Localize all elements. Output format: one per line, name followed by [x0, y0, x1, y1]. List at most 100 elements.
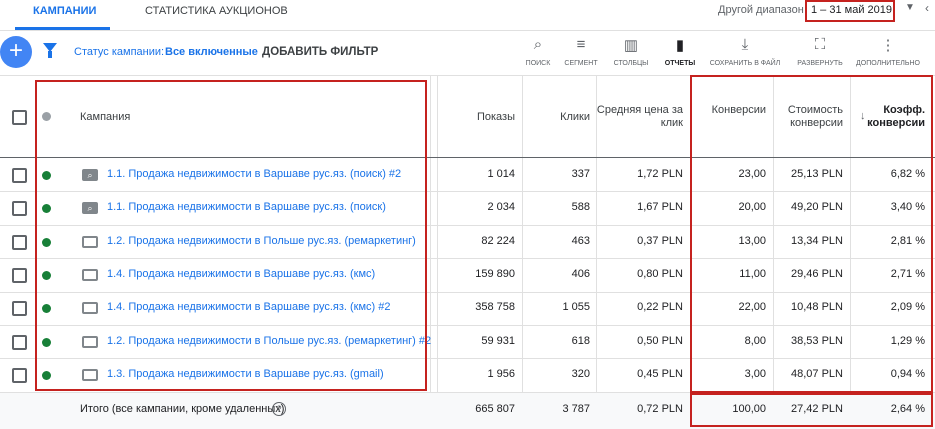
add-filter[interactable]: ДОБАВИТЬ ФИЛЬТР	[262, 46, 379, 58]
toolbar-icon[interactable]: ⛶	[814, 36, 826, 53]
column-header[interactable]: Средняя цена за клик	[596, 104, 683, 129]
cell: 2 034	[487, 201, 515, 214]
cell: 8,00	[744, 334, 766, 347]
column-divider	[522, 75, 523, 429]
total-row-bg	[0, 392, 935, 429]
campaign-link[interactable]: 1.1. Продажа недвижимости в Варшаве рус.…	[107, 167, 402, 180]
divider	[0, 391, 935, 393]
column-divider	[596, 75, 597, 429]
toolbar-icon[interactable]: ▥	[623, 37, 639, 54]
toolbar-icon[interactable]: ≡	[576, 36, 586, 53]
toolbar-icon[interactable]: ⌕	[533, 36, 543, 53]
cell: 6,82 %	[890, 167, 925, 180]
column-header[interactable]: Клики	[560, 111, 590, 123]
checkbox[interactable]	[12, 201, 27, 217]
toolbar-label: СЕГМЕНТ	[564, 60, 598, 67]
column-divider	[430, 75, 431, 429]
checkbox[interactable]	[12, 110, 27, 125]
cell: 13,00	[738, 234, 766, 247]
divider	[0, 291, 935, 293]
dropdown: ▼	[905, 2, 915, 13]
campaign-link[interactable]: 1.2. Продажа недвижимости в Польше рус.я…	[107, 334, 432, 347]
cell: 49,20 PLN	[791, 201, 843, 214]
campaign-icon	[82, 335, 98, 348]
cell: 29,46 PLN	[791, 267, 843, 280]
filter-label: Статус кампании:	[74, 46, 165, 58]
divider	[0, 30, 935, 31]
checkbox[interactable]	[12, 334, 27, 350]
help-icon[interactable]: ?	[272, 402, 286, 417]
highlight	[805, 0, 895, 22]
cell: 337	[571, 167, 590, 180]
date-value[interactable]: 1 – 31 май 2019	[811, 4, 892, 16]
toolbar-icon[interactable]: ⤓	[741, 36, 749, 53]
highlight	[690, 393, 933, 427]
tab-underline	[15, 27, 110, 30]
checkbox[interactable]	[12, 368, 27, 384]
divider	[0, 157, 935, 158]
column-header[interactable]: Коэфф. конверсии	[867, 104, 925, 129]
campaign-link[interactable]: 1.3. Продажа недвижимости в Варшаве рус.…	[107, 368, 384, 381]
toolbar-label: СТОЛБЦЫ	[613, 60, 649, 67]
column-header[interactable]: Показы	[476, 111, 515, 123]
status-dot	[42, 112, 51, 121]
filter-icon	[43, 43, 57, 52]
total-cell: 0,72 PLN	[637, 403, 683, 416]
status-dot	[42, 304, 51, 314]
status-dot	[42, 337, 51, 347]
cell: 25,13 PLN	[791, 167, 843, 180]
cell: 1 956	[487, 368, 515, 381]
campaign-link[interactable]: 1.1. Продажа недвижимости в Варшаве рус.…	[107, 201, 386, 214]
cell: 358 758	[475, 301, 515, 314]
cell: 38,53 PLN	[791, 334, 843, 347]
cell: 2,09 %	[890, 301, 925, 314]
cell: 0,50 PLN	[637, 334, 683, 347]
add-button[interactable]: +	[0, 36, 32, 68]
checkbox[interactable]	[12, 167, 27, 183]
checkbox[interactable]	[12, 301, 27, 317]
cell: 406	[571, 267, 590, 280]
total-cell: 665 807	[475, 403, 515, 416]
column-header[interactable]: Конверсии	[711, 104, 766, 116]
tab[interactable]: КАМПАНИИ	[33, 5, 97, 17]
cell: 1 055	[562, 301, 590, 314]
tab[interactable]: СТАТИСТИКА АУКЦИОНОВ	[145, 5, 288, 17]
divider	[0, 325, 935, 326]
cell: 48,07 PLN	[791, 368, 843, 381]
filter-icon-stem	[48, 51, 52, 58]
cell: 159 890	[475, 267, 515, 280]
column-divider	[437, 75, 438, 429]
campaign-icon	[82, 268, 98, 281]
cell: 0,22 PLN	[637, 301, 683, 314]
campaign-link[interactable]: 1.4. Продажа недвижимости в Варшаве рус.…	[107, 267, 376, 280]
cell: 588	[571, 201, 590, 214]
column-header[interactable]: Кампания	[80, 111, 131, 123]
campaign-icon: ⌕	[82, 168, 98, 181]
collapse: ‹	[925, 1, 929, 15]
cell: 3,00	[744, 368, 766, 381]
cell: 3,40 %	[890, 201, 925, 214]
checkbox[interactable]	[12, 234, 27, 250]
cell: 0,37 PLN	[637, 234, 683, 247]
highlight	[35, 80, 427, 391]
total-label: Итого (все кампании, кроме удаленных)	[80, 403, 285, 416]
cell: 20,00	[738, 201, 766, 214]
column-header[interactable]: Стоимость конверсии	[787, 104, 843, 129]
divider	[0, 191, 935, 193]
cell: 0,80 PLN	[637, 267, 683, 280]
cell: 0,45 PLN	[637, 368, 683, 381]
cell: 1,72 PLN	[637, 167, 683, 180]
toolbar-icon[interactable]: ⋮	[880, 37, 896, 54]
cell: 2,71 %	[890, 267, 925, 280]
campaign-link[interactable]: 1.4. Продажа недвижимости в Варшаве рус.…	[107, 301, 391, 314]
campaign-link[interactable]: 1.2. Продажа недвижимости в Польше рус.я…	[107, 234, 416, 247]
toolbar-label: РАЗВЕРНУТЬ	[797, 60, 843, 67]
cell: 23,00	[738, 167, 766, 180]
toolbar-icon[interactable]: ▮	[675, 37, 685, 54]
checkbox[interactable]	[12, 267, 27, 283]
cell: 0,94 %	[890, 368, 925, 381]
cell: 320	[571, 368, 590, 381]
divider	[0, 358, 935, 360]
filter-value[interactable]: Все включенные	[165, 46, 258, 58]
cell: 22,00	[738, 301, 766, 314]
